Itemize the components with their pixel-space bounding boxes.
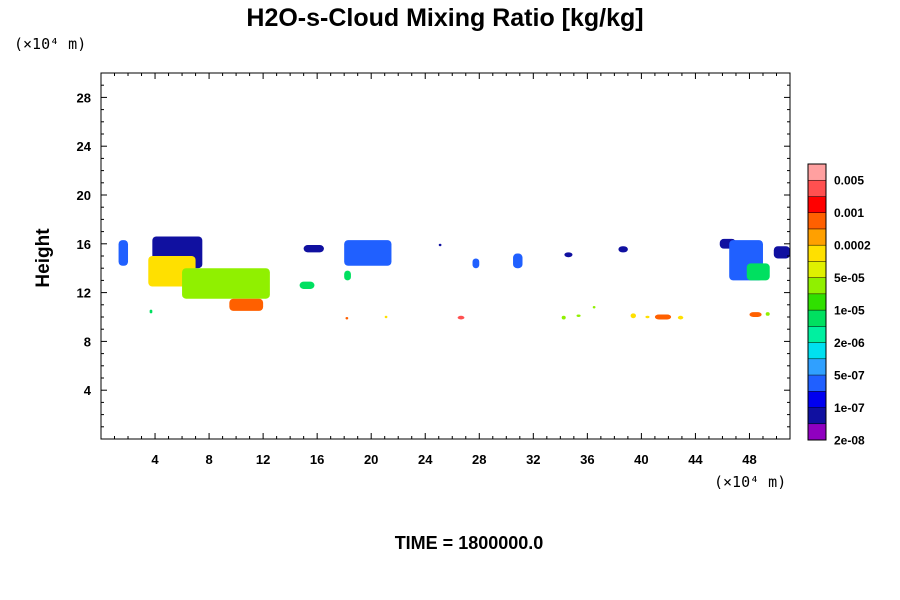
cloud-region-27	[645, 315, 650, 319]
x-tick-label: 44	[688, 452, 703, 467]
cloud-region-21	[384, 315, 388, 319]
cloud-region-10	[438, 243, 442, 247]
colorbar-label: 5e-05	[834, 271, 865, 285]
colorbar-segment	[808, 164, 826, 181]
colorbar-label: 2e-06	[834, 336, 865, 350]
cloud-region-19	[149, 309, 153, 314]
x-tick-label: 8	[205, 452, 212, 467]
cloud-region-4	[182, 268, 270, 299]
colorbar-segment	[808, 245, 826, 262]
y-tick-label: 4	[84, 383, 92, 398]
colorbar-label: 1e-07	[834, 401, 865, 415]
cloud-region-23	[561, 315, 566, 320]
x-tick-label: 4	[151, 452, 159, 467]
colorbar-segment	[808, 277, 826, 295]
cloud-region-26	[630, 313, 636, 319]
x-tick-label: 36	[580, 452, 594, 467]
x-tick-label: 32	[526, 452, 540, 467]
colorbar-segment	[808, 358, 826, 376]
cloud-region-1	[118, 240, 129, 266]
colorbar-segment	[808, 326, 826, 343]
x-axis-ticks: 4 8 12 16 20 24 28 32 36 40 44 48	[114, 73, 777, 467]
colorbar: 0.005 0.001 0.0002 5e-05 1e-05 2e-06 5e-07 1e-0…	[807, 163, 871, 448]
colorbar-label: 2e-08	[834, 434, 865, 448]
y-tick-label: 20	[77, 188, 91, 203]
colorbar-segment	[808, 391, 826, 408]
cloud-region-24	[576, 314, 581, 317]
y-tick-label: 16	[77, 237, 91, 252]
y-tick-label: 28	[77, 90, 91, 105]
cloud-region-7	[303, 245, 324, 253]
x-tick-label: 16	[310, 452, 324, 467]
cloud-region-13	[564, 252, 573, 258]
colorbar-segment	[808, 180, 826, 197]
cloud-region-29	[677, 315, 684, 320]
y-tick-label: 8	[84, 334, 91, 349]
colorbar-frame	[807, 163, 827, 441]
colorbar-segment	[808, 407, 826, 425]
x-tick-label: 40	[634, 452, 648, 467]
cloud-region-17	[746, 263, 770, 281]
y-tick-label: 24	[77, 139, 92, 154]
x-tick-label: 20	[364, 452, 378, 467]
colorbar-segment	[808, 212, 826, 230]
colorbar-segment	[808, 342, 826, 360]
colorbar-label: 0.005	[834, 174, 864, 188]
cloud-region-14	[618, 246, 628, 253]
x-tick-label: 24	[418, 452, 433, 467]
colorbar-segment	[808, 261, 826, 278]
y-axis-unit: (×10⁴ m)	[14, 35, 86, 53]
x-tick-label: 48	[742, 452, 756, 467]
colorbar-segment	[808, 310, 826, 327]
cloud-region-8	[344, 240, 392, 266]
time-label: TIME = 1800000.0	[395, 533, 544, 553]
chart-title: H2O-s-Cloud Mixing Ratio [kg/kg]	[246, 4, 643, 32]
colorbar-segment	[808, 228, 826, 246]
colorbar-label: 0.001	[834, 206, 864, 220]
colorbar-segment	[808, 375, 826, 392]
cloud-region-18	[773, 246, 790, 259]
colorbar-label: 5e-07	[834, 369, 865, 383]
plot-frame	[100, 72, 791, 440]
y-tick-label: 12	[77, 286, 91, 301]
colorbar-label: 1e-05	[834, 304, 865, 318]
cloud-region-20	[345, 317, 349, 320]
y-axis-label: Height	[33, 228, 54, 288]
x-tick-label: 12	[256, 452, 270, 467]
colorbar-segment	[808, 293, 826, 311]
colorbar-segment	[808, 423, 826, 441]
cloud-region-6	[299, 281, 315, 289]
x-tick-label: 28	[472, 452, 486, 467]
colorbar-label: 0.0002	[834, 239, 871, 253]
cloud-region-9	[344, 270, 351, 281]
cloud-region-5	[229, 298, 264, 311]
cloud-region-11	[472, 258, 480, 269]
cloud-region-22	[457, 315, 465, 320]
plot-data-layer	[118, 236, 790, 320]
cloud-region-25	[592, 306, 596, 309]
cloud-region-31	[765, 312, 770, 316]
cloud-region-12	[513, 253, 523, 269]
cloud-region-30	[749, 312, 762, 317]
colorbar-segment	[808, 196, 826, 214]
cloud-region-28	[654, 314, 672, 320]
x-axis-unit: (×10⁴ m)	[714, 473, 786, 491]
y-axis-ticks: 4 8 12 16 20 24 28	[77, 84, 790, 428]
